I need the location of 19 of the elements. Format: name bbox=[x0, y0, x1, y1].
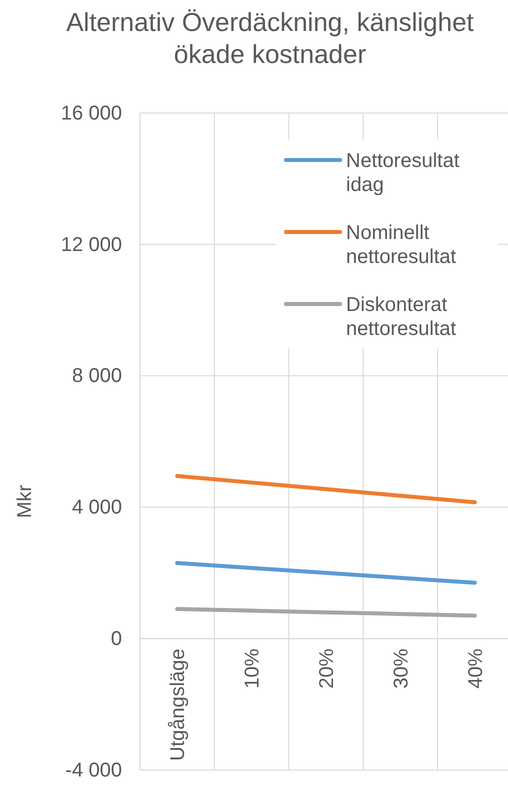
chart-title: Alternativ Överdäckning, känslighet ökade kostnader bbox=[66, 7, 475, 69]
legend-label: Nominellt nettoresultat bbox=[346, 222, 457, 268]
x-tick-label: 30% bbox=[390, 648, 412, 689]
y-tick-label: 4 000 bbox=[72, 496, 122, 519]
line-series bbox=[175, 607, 477, 618]
legend-label: Diskonterat nettoresultat bbox=[346, 294, 457, 340]
x-tick-label: 10% bbox=[242, 648, 264, 689]
x-tick-label: 20% bbox=[316, 648, 338, 689]
y-axis-title: Mkr bbox=[14, 484, 36, 518]
line-series bbox=[175, 474, 477, 504]
y-tick-label: -4 000 bbox=[65, 759, 122, 782]
x-tick-label: Utgångsläge bbox=[167, 648, 190, 761]
x-tick-label: 40% bbox=[464, 648, 487, 689]
legend-label: Nettoresultat idag bbox=[346, 150, 460, 196]
y-tick-label: 12 000 bbox=[60, 234, 122, 256]
line-series bbox=[175, 561, 477, 585]
y-tick-label: 16 000 bbox=[60, 102, 122, 124]
y-tick-label: 8 000 bbox=[72, 365, 122, 388]
y-tick-label: 0 bbox=[110, 628, 122, 650]
